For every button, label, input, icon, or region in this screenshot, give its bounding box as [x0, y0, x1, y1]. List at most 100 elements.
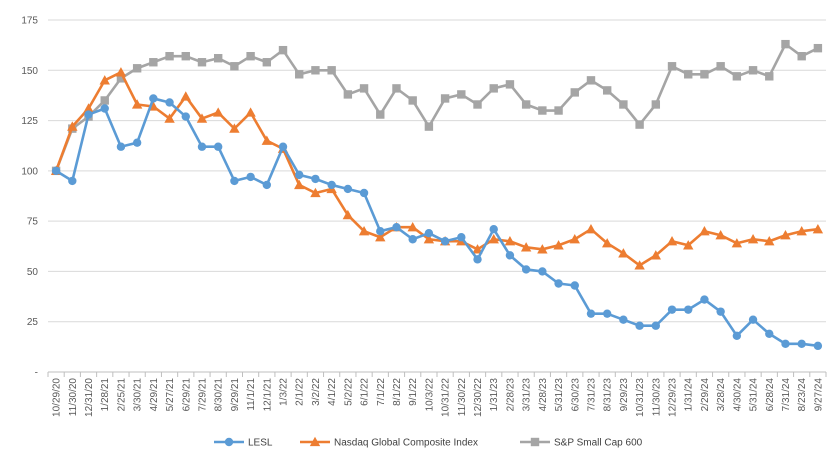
data-point [602, 309, 612, 318]
data-point [408, 96, 417, 105]
data-point [213, 54, 223, 63]
data-point [521, 100, 531, 109]
data-point [392, 84, 401, 93]
x-tick-label: 2/29/24 [700, 378, 711, 412]
data-point [457, 90, 466, 99]
data-point [521, 265, 531, 274]
data-point [781, 339, 790, 349]
data-point [473, 255, 482, 264]
x-tick-label: 3/31/23 [522, 378, 533, 412]
x-axis-ticks: 10/29/20 11/30/20 12/31/20 1/28/21 2/25/21 3/… [52, 378, 825, 417]
x-tick-label: 5/27/21 [165, 378, 176, 412]
data-point [619, 100, 628, 109]
series-nasdaq-global-composite-index [50, 67, 824, 270]
data-point [457, 233, 466, 242]
legend-swatch-marker [530, 437, 540, 447]
data-point [197, 142, 207, 151]
data-point [310, 187, 321, 198]
x-tick-label: 12/30/22 [473, 378, 484, 417]
data-point [262, 58, 272, 67]
legend-item: LESL [214, 438, 273, 449]
x-tick-label: 4/30/24 [732, 378, 743, 412]
data-point [796, 226, 807, 236]
data-point [650, 250, 662, 260]
data-point [407, 221, 418, 232]
data-point [278, 142, 288, 151]
data-point [700, 70, 709, 79]
legend-label: Nasdaq Global Composite Index [334, 438, 478, 449]
x-tick-label: 11/30/23 [651, 378, 662, 417]
data-point [780, 230, 791, 240]
data-point [797, 52, 806, 61]
data-point [181, 52, 190, 61]
data-point [164, 113, 175, 123]
data-point [504, 236, 516, 246]
x-tick-label: 12/29/23 [668, 378, 679, 417]
data-point [537, 244, 548, 254]
data-point [375, 232, 386, 242]
x-tick-label: 11/1/21 [246, 378, 257, 411]
y-axis-ticks: - 25 50 75 100 125 150 175 [21, 16, 38, 379]
data-point [149, 58, 158, 67]
data-point [748, 315, 758, 324]
series-line [54, 42, 819, 172]
data-point [472, 244, 483, 254]
data-point [149, 94, 158, 103]
data-point [505, 80, 515, 89]
y-tick-label: 125 [21, 116, 38, 127]
x-tick-label: 3/28/24 [716, 378, 727, 412]
legend-label: LESL [248, 438, 273, 449]
data-point [359, 84, 369, 93]
data-point [245, 107, 256, 117]
data-point [213, 142, 223, 151]
x-tick-label: 1/3/22 [279, 378, 290, 406]
data-point [131, 99, 143, 109]
data-point [554, 279, 563, 288]
x-tick-label: 11/30/22 [457, 378, 468, 417]
data-point [212, 107, 224, 117]
data-point [165, 52, 174, 61]
y-tick-label: 25 [27, 317, 39, 328]
x-tick-label: 1/31/23 [489, 378, 500, 412]
data-point [51, 166, 61, 176]
data-point [715, 230, 726, 240]
data-point [376, 110, 385, 119]
x-tick-label: 9/1/22 [408, 378, 419, 406]
legend-item: S&P Small Cap 600 [520, 438, 643, 449]
x-tick-label: 2/1/22 [295, 378, 306, 406]
x-tick-label: 2/25/21 [116, 378, 127, 412]
data-point [392, 222, 401, 232]
data-point [261, 135, 273, 145]
data-point [230, 176, 239, 186]
data-point [84, 110, 93, 119]
data-point [747, 234, 759, 244]
data-point [667, 305, 677, 314]
data-point [651, 321, 661, 330]
series-line [55, 97, 819, 348]
data-point [408, 235, 417, 244]
y-tick-label: 100 [21, 166, 38, 177]
data-point [812, 223, 824, 234]
data-point [651, 100, 661, 109]
data-point [99, 75, 110, 85]
x-tick-label: 3/2/22 [311, 378, 322, 406]
legend-swatch-marker [224, 437, 234, 447]
data-point [295, 70, 304, 79]
data-point [765, 72, 774, 81]
data-point [732, 331, 742, 340]
data-point [68, 176, 77, 186]
data-point [797, 339, 806, 349]
x-tick-label: 12/1/21 [262, 378, 273, 412]
data-point [327, 66, 336, 75]
data-point [67, 121, 78, 131]
series-s-p-small-cap-600 [51, 39, 823, 176]
x-tick-label: 7/1/22 [376, 378, 387, 406]
data-point [440, 94, 450, 103]
x-tick-label: 10/3/22 [424, 378, 435, 412]
x-tick-label: 6/29/21 [181, 378, 192, 412]
data-point [585, 223, 597, 234]
data-point [246, 52, 255, 61]
data-point [230, 62, 239, 71]
data-point [424, 229, 434, 238]
data-point [295, 170, 304, 180]
